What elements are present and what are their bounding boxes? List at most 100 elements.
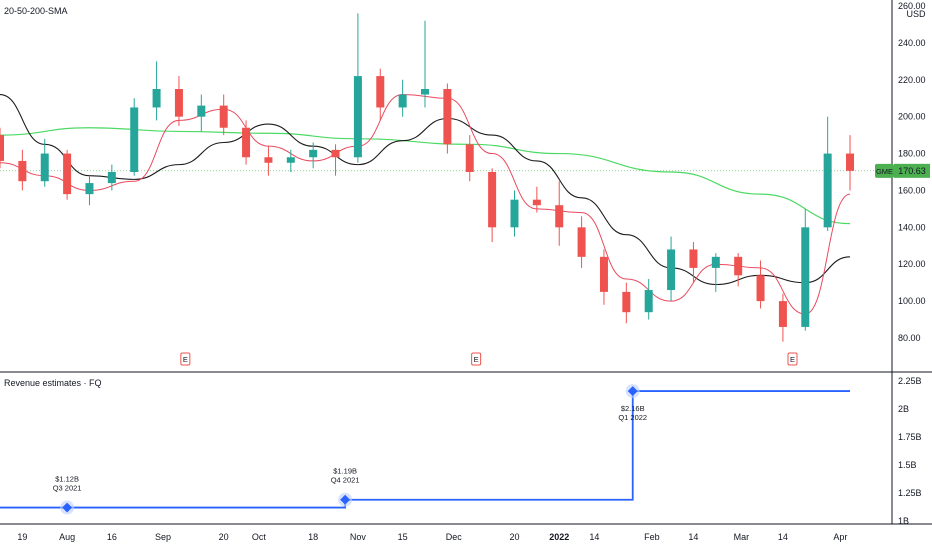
- candle-body: [63, 153, 72, 195]
- revenue-axis-label: 1.5B: [898, 460, 917, 470]
- candle-body: [756, 275, 765, 302]
- revenue-value-label: $1.12B: [55, 475, 79, 484]
- candle-body: [85, 183, 94, 195]
- candle[interactable]: [309, 142, 318, 169]
- candle[interactable]: [107, 164, 116, 191]
- candle-body: [398, 94, 407, 108]
- ticker-badge: GME: [875, 163, 894, 178]
- sma20-line[interactable]: [0, 94, 851, 315]
- time-axis-label: Apr: [833, 532, 847, 542]
- candle[interactable]: [801, 208, 810, 331]
- candle[interactable]: [488, 168, 497, 243]
- time-axis-label: 2022: [549, 532, 569, 542]
- candle[interactable]: [532, 186, 541, 213]
- candle[interactable]: [242, 120, 251, 165]
- candle[interactable]: [376, 68, 385, 121]
- price-axis-label: 220.00: [898, 75, 926, 85]
- last-price-label: 170.63: [898, 166, 926, 176]
- candle[interactable]: [331, 144, 340, 176]
- revenue-axis-label: 2.25B: [898, 376, 922, 386]
- revenue-period-label: Q4 2021: [331, 476, 360, 485]
- candle[interactable]: [264, 146, 273, 176]
- candle-body: [488, 172, 497, 228]
- candle[interactable]: [555, 181, 564, 246]
- candle[interactable]: [174, 76, 183, 126]
- time-axis-label: 20: [219, 532, 229, 542]
- candle-body: [376, 76, 385, 108]
- price-axis-label: 200.00: [898, 112, 926, 122]
- candle[interactable]: [599, 249, 608, 305]
- candle[interactable]: [353, 13, 362, 163]
- time-axis-label: 15: [398, 532, 408, 542]
- time-axis-label: Sep: [155, 532, 171, 542]
- candle[interactable]: [421, 20, 430, 108]
- candle-body: [689, 249, 698, 268]
- revenue-step-line[interactable]: [0, 390, 851, 509]
- candle[interactable]: [577, 216, 586, 268]
- candle[interactable]: [823, 116, 832, 232]
- time-axis-label: Dec: [446, 532, 463, 542]
- candle-body: [801, 227, 810, 327]
- price-axis-label: 80.00: [898, 333, 921, 343]
- revenue-pane-title: Revenue estimates · FQ: [4, 378, 102, 388]
- candle-body: [465, 144, 474, 172]
- candle[interactable]: [711, 253, 720, 292]
- candle[interactable]: [734, 253, 743, 287]
- candle[interactable]: [152, 61, 161, 121]
- candle[interactable]: [219, 94, 228, 136]
- time-axis-label: Nov: [350, 532, 367, 542]
- price-axis-label: 160.00: [898, 185, 926, 195]
- candle-body: [734, 256, 743, 276]
- time-axis-label: 20: [509, 532, 519, 542]
- candle-body: [242, 127, 251, 158]
- candle[interactable]: [846, 135, 855, 191]
- candle-body: [219, 105, 228, 128]
- time-axis-label: Oct: [252, 532, 267, 542]
- candle-body: [599, 256, 608, 292]
- candle[interactable]: [398, 79, 407, 117]
- candle[interactable]: [286, 149, 295, 172]
- candle-body: [622, 291, 631, 313]
- sma50-line[interactable]: [0, 93, 851, 286]
- candle-body: [577, 227, 586, 257]
- sma200-line[interactable]: [0, 127, 851, 225]
- earnings-marker[interactable]: E: [787, 352, 798, 366]
- candle[interactable]: [0, 127, 4, 169]
- candle[interactable]: [510, 190, 519, 237]
- revenue-period-label: Q3 2021: [53, 484, 82, 493]
- candle-body: [286, 157, 295, 163]
- time-axis-label: Mar: [734, 532, 750, 542]
- ticker-label: GME: [876, 167, 893, 176]
- candle[interactable]: [465, 135, 474, 182]
- candle-body: [18, 160, 27, 182]
- candle-body: [443, 89, 452, 145]
- earnings-marker[interactable]: E: [180, 352, 191, 366]
- candle-body: [0, 135, 4, 161]
- revenue-value-label: $1.19B: [333, 467, 357, 476]
- candle[interactable]: [644, 278, 653, 320]
- candle[interactable]: [63, 149, 72, 200]
- candle-body: [107, 172, 116, 184]
- candle[interactable]: [443, 83, 452, 154]
- earnings-marker-label: E: [183, 355, 188, 364]
- candle[interactable]: [40, 138, 49, 187]
- currency-label: USD: [906, 9, 926, 19]
- time-axis-label: 16: [107, 532, 117, 542]
- candle[interactable]: [689, 242, 698, 283]
- candle[interactable]: [756, 260, 765, 309]
- candle[interactable]: [778, 293, 787, 342]
- candle-body: [152, 89, 161, 108]
- candle[interactable]: [18, 149, 27, 191]
- candle[interactable]: [197, 94, 206, 132]
- earnings-marker[interactable]: E: [471, 352, 482, 366]
- earnings-marker-label: E: [790, 355, 795, 364]
- candle[interactable]: [130, 98, 139, 176]
- candle[interactable]: [622, 282, 631, 324]
- candle[interactable]: [667, 236, 676, 302]
- candle[interactable]: [85, 175, 94, 206]
